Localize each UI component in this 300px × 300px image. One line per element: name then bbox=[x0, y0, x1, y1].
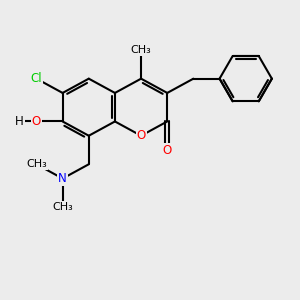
Text: O: O bbox=[163, 143, 172, 157]
Text: CH₃: CH₃ bbox=[26, 159, 47, 169]
Text: O: O bbox=[32, 115, 41, 128]
Text: Cl: Cl bbox=[31, 72, 42, 85]
Text: CH₃: CH₃ bbox=[131, 45, 152, 55]
Text: H: H bbox=[15, 115, 24, 128]
Text: O: O bbox=[136, 129, 146, 142]
Text: N: N bbox=[58, 172, 67, 185]
Text: CH₃: CH₃ bbox=[52, 202, 73, 212]
